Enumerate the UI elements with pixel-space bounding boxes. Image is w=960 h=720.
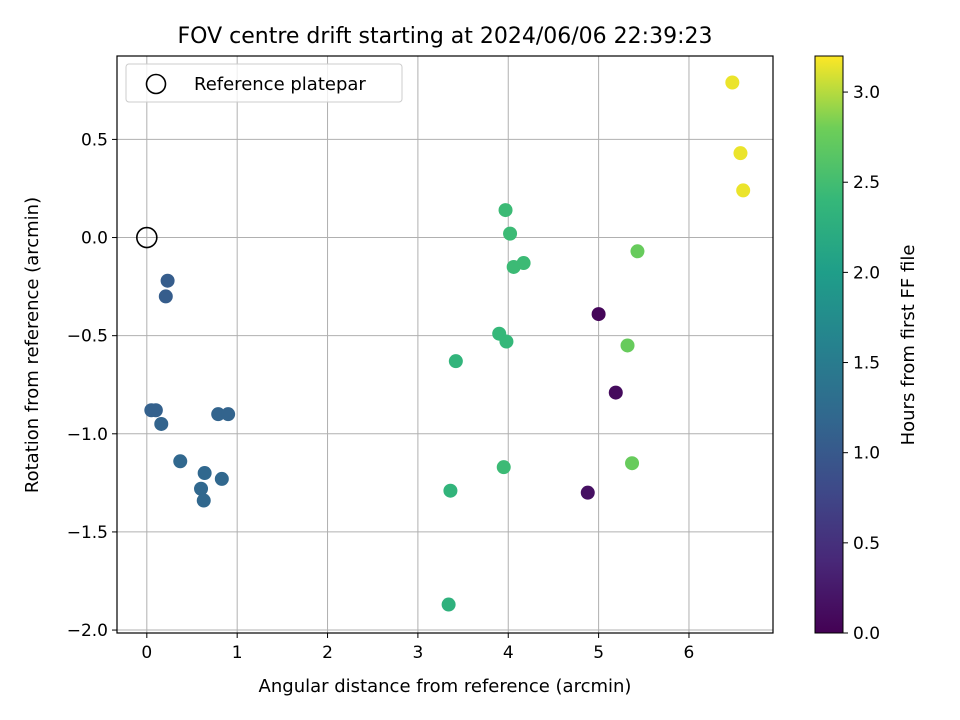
- legend-label: Reference platepar: [194, 74, 366, 95]
- data-points: [136, 75, 751, 612]
- reference-point-marker: [136, 226, 158, 249]
- colorbar-tick-label: 2.5: [853, 173, 880, 193]
- scatter-point: [625, 456, 640, 471]
- scatter-point: [503, 226, 518, 241]
- grid-lines: [117, 56, 773, 633]
- legend: Reference platepar: [125, 63, 403, 103]
- scatter-point: [499, 334, 514, 349]
- y-tick-label: −0.5: [67, 327, 108, 347]
- colorbar-tick-label: 0.5: [853, 534, 880, 554]
- scatter-point: [725, 75, 740, 90]
- y-tick-label: 0.5: [81, 130, 108, 150]
- colorbar-label: Hours from first FF file: [898, 245, 919, 446]
- colorbar-ticks: 0.0 0.5 1.0 1.5 2.0 2.5 3.0: [843, 83, 880, 644]
- colorbar-tick-label: 1.0: [853, 444, 880, 464]
- scatter-point: [173, 454, 188, 469]
- y-tick-label: 0.0: [81, 229, 108, 249]
- scatter-point: [194, 481, 209, 496]
- legend-marker-circle: [145, 73, 167, 95]
- scatter-point: [516, 256, 531, 271]
- scatter-point: [211, 407, 226, 422]
- scatter-point: [733, 146, 748, 161]
- y-tick-label: −2.0: [67, 621, 108, 641]
- colorbar-tick-label: 2.0: [853, 263, 880, 283]
- y-axis-label: Rotation from reference (arcmin): [22, 197, 43, 493]
- y-tick-label: −1.5: [67, 523, 108, 543]
- scatter-point: [591, 307, 606, 322]
- x-axis-label: Angular distance from reference (arcmin): [259, 676, 632, 697]
- scatter-point: [160, 273, 175, 288]
- scatter-point: [496, 460, 511, 475]
- scatter-point: [154, 416, 169, 431]
- scatter-point: [197, 466, 212, 481]
- scatter-point: [630, 244, 645, 259]
- scatter-point: [158, 289, 173, 304]
- y-axis-ticks: −2.0 −1.5 −1.0 −0.5 0.0 0.5: [67, 130, 117, 641]
- x-axis-ticks: 0 1 2 3 4 5 6: [141, 633, 694, 663]
- scatter-point: [221, 407, 236, 422]
- chart-title: FOV centre drift starting at 2024/06/06 …: [178, 24, 713, 49]
- plot-frame: [116, 55, 774, 634]
- x-tick-label: 1: [232, 643, 243, 663]
- x-tick-label: 0: [141, 643, 152, 663]
- colorbar-tick-label: 1.5: [853, 354, 880, 374]
- scatter-point: [148, 403, 163, 418]
- x-tick-label: 4: [503, 643, 514, 663]
- scatter-point: [448, 354, 463, 369]
- scatter-point: [441, 597, 456, 612]
- scatter-point: [608, 385, 623, 400]
- colorbar-tick-label: 3.0: [853, 83, 880, 103]
- scatter-point: [196, 493, 211, 508]
- scatter-point: [620, 338, 635, 353]
- scatter-point: [443, 483, 458, 498]
- legend-box: [125, 63, 403, 103]
- x-tick-label: 2: [322, 643, 333, 663]
- x-tick-label: 3: [412, 643, 423, 663]
- scatter-point: [580, 485, 595, 500]
- scatter-point: [214, 471, 229, 486]
- colorbar: [814, 55, 844, 634]
- colorbar-tick-label: 0.0: [853, 624, 880, 644]
- x-tick-label: 5: [593, 643, 604, 663]
- scatter-point: [498, 203, 513, 218]
- scatter-point: [736, 183, 751, 198]
- y-tick-label: −1.0: [67, 425, 108, 445]
- x-tick-label: 6: [684, 643, 695, 663]
